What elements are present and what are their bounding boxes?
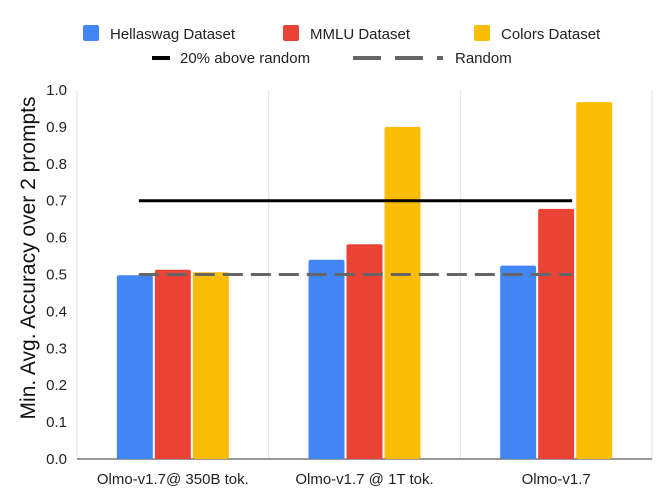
legend-label: 20% above random [180,50,310,67]
legend-label: Colors Dataset [501,26,601,43]
y-tick-label: 1.0 [46,82,67,99]
y-tick-label: 0.5 [46,267,67,284]
bar-hellaswag-dataset-2 [500,265,537,459]
legend-label: MMLU Dataset [310,26,411,43]
legend: Hellaswag Dataset MMLU Dataset Colors Data… [83,25,601,67]
y-tick-label: 0.1 [46,414,67,431]
legend-swatch-colors-dataset [474,25,490,41]
legend-swatch-hellaswag-dataset [83,25,99,41]
reference-lines [138,199,573,276]
y-tick-label: 0.9 [46,119,67,136]
y-tick-label: 0.0 [46,451,67,468]
x-categories: Olmo-v1.7@ 350B tok. Olmo-v1.7 @ 1T tok. O… [97,471,591,488]
x-category-label: Olmo-v1.7 [522,471,591,488]
bar-colors-dataset-1 [384,126,421,460]
legend-swatch-mmlu-dataset [283,25,299,41]
legend-label: Hellaswag Dataset [110,26,236,43]
bar-mmlu-dataset-1 [346,244,383,459]
y-tick-label: 0.7 [46,193,67,210]
y-tick-label: 0.2 [46,377,67,394]
bar-hellaswag-dataset-1 [308,259,345,459]
y-tick-label: 0.6 [46,230,67,247]
legend-label: Random [455,50,512,67]
bar-hellaswag-dataset-0 [116,275,153,459]
y-ticks: 0.0 0.1 0.2 0.3 0.4 0.5 0.6 0.7 0.8 0.9 1.0 [46,82,67,468]
x-category-label: Olmo-v1.7 @ 1T tok. [295,471,433,488]
bar-mmlu-dataset-0 [154,269,191,459]
y-axis-label: Min. Avg. Accuracy over 2 prompts [17,97,40,420]
bar-colors-dataset-2 [576,102,613,459]
y-tick-label: 0.3 [46,340,67,357]
y-tick-label: 0.8 [46,156,67,173]
bar-colors-dataset-0 [192,272,229,459]
bar-mmlu-dataset-2 [538,208,575,459]
bars [116,102,613,460]
y-tick-label: 0.4 [46,303,67,320]
x-category-label: Olmo-v1.7@ 350B tok. [97,471,249,488]
